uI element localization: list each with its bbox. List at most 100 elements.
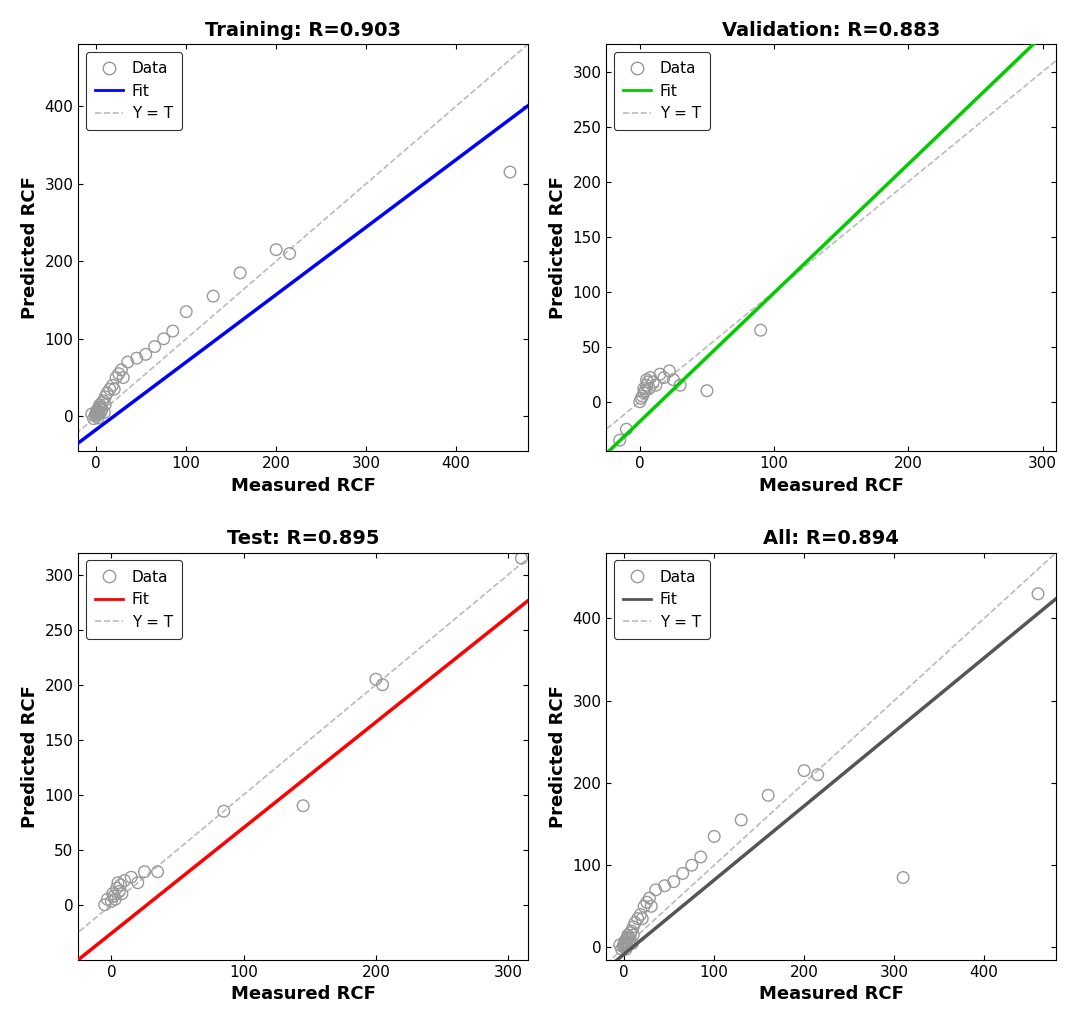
- Point: [513, 550, 530, 566]
- Point: [638, 894, 656, 910]
- Point: [95, 392, 112, 409]
- Point: [619, 930, 636, 946]
- Point: [611, 432, 629, 449]
- Point: [894, 869, 912, 886]
- Title: Test: R=0.895: Test: R=0.895: [227, 529, 379, 549]
- Point: [732, 812, 750, 828]
- Point: [215, 803, 232, 819]
- Point: [149, 863, 166, 880]
- Point: [622, 925, 639, 941]
- Point: [136, 863, 153, 880]
- Point: [1029, 586, 1047, 602]
- Point: [91, 406, 108, 422]
- Legend: Data, Fit, Y = T: Data, Fit, Y = T: [86, 52, 183, 130]
- Point: [177, 303, 194, 319]
- Point: [639, 374, 657, 390]
- Point: [107, 370, 124, 386]
- Point: [620, 930, 637, 946]
- Point: [295, 798, 312, 814]
- Point: [665, 873, 683, 890]
- Point: [623, 923, 640, 939]
- Y-axis label: Predicted RCF: Predicted RCF: [21, 176, 39, 319]
- Point: [110, 366, 127, 382]
- Point: [624, 919, 642, 935]
- Point: [651, 366, 669, 382]
- Point: [91, 396, 108, 413]
- Point: [647, 882, 664, 898]
- Point: [640, 380, 658, 396]
- Point: [89, 402, 106, 419]
- Point: [613, 941, 631, 957]
- Point: [92, 398, 109, 415]
- Y-axis label: Predicted RCF: Predicted RCF: [549, 176, 567, 319]
- Point: [633, 390, 650, 407]
- Point: [619, 936, 636, 952]
- Point: [87, 404, 105, 421]
- Point: [98, 385, 116, 401]
- Title: All: R=0.894: All: R=0.894: [764, 529, 899, 549]
- Point: [93, 402, 110, 419]
- Point: [114, 370, 132, 386]
- Point: [113, 886, 131, 902]
- Legend: Data, Fit, Y = T: Data, Fit, Y = T: [613, 52, 710, 130]
- Point: [632, 906, 649, 923]
- Point: [621, 933, 638, 949]
- Point: [692, 849, 710, 865]
- Point: [122, 869, 139, 886]
- Point: [104, 377, 121, 393]
- Point: [156, 331, 173, 347]
- Point: [137, 346, 154, 362]
- X-axis label: Measured RCF: Measured RCF: [231, 985, 376, 1004]
- Point: [98, 891, 116, 907]
- Point: [617, 937, 634, 953]
- Title: Training: R=0.903: Training: R=0.903: [205, 20, 401, 40]
- Point: [204, 288, 221, 304]
- Point: [107, 891, 124, 907]
- Point: [752, 322, 769, 338]
- Point: [106, 381, 123, 397]
- Point: [91, 398, 108, 415]
- Point: [618, 934, 635, 950]
- Point: [796, 763, 813, 779]
- Point: [618, 941, 635, 957]
- Point: [501, 164, 518, 180]
- Point: [91, 400, 108, 417]
- Legend: Data, Fit, Y = T: Data, Fit, Y = T: [86, 560, 183, 639]
- Point: [86, 407, 104, 423]
- Point: [618, 421, 635, 437]
- Point: [624, 935, 642, 951]
- Point: [645, 374, 662, 390]
- Point: [619, 931, 636, 947]
- Point: [87, 409, 105, 425]
- Point: [119, 354, 136, 371]
- Point: [90, 410, 107, 426]
- Point: [367, 671, 384, 687]
- Legend: Data, Fit, Y = T: Data, Fit, Y = T: [613, 560, 710, 639]
- Point: [96, 897, 113, 913]
- Point: [626, 914, 644, 931]
- Point: [642, 370, 659, 386]
- Point: [374, 677, 391, 693]
- Point: [647, 377, 664, 393]
- Point: [638, 372, 656, 388]
- Point: [636, 383, 653, 399]
- Point: [83, 406, 100, 422]
- Point: [705, 828, 723, 845]
- Point: [146, 338, 163, 354]
- Point: [90, 403, 107, 420]
- Point: [624, 927, 642, 943]
- Point: [634, 388, 651, 404]
- Point: [102, 381, 119, 397]
- Point: [89, 406, 106, 422]
- Point: [617, 933, 634, 949]
- Point: [635, 898, 652, 914]
- Point: [96, 404, 113, 421]
- Point: [665, 372, 683, 388]
- Point: [630, 910, 647, 927]
- Point: [631, 393, 648, 410]
- Point: [699, 383, 716, 399]
- Title: Validation: R=0.883: Validation: R=0.883: [723, 20, 941, 40]
- Point: [635, 380, 652, 396]
- Point: [96, 396, 113, 413]
- X-axis label: Measured RCF: Measured RCF: [759, 476, 904, 495]
